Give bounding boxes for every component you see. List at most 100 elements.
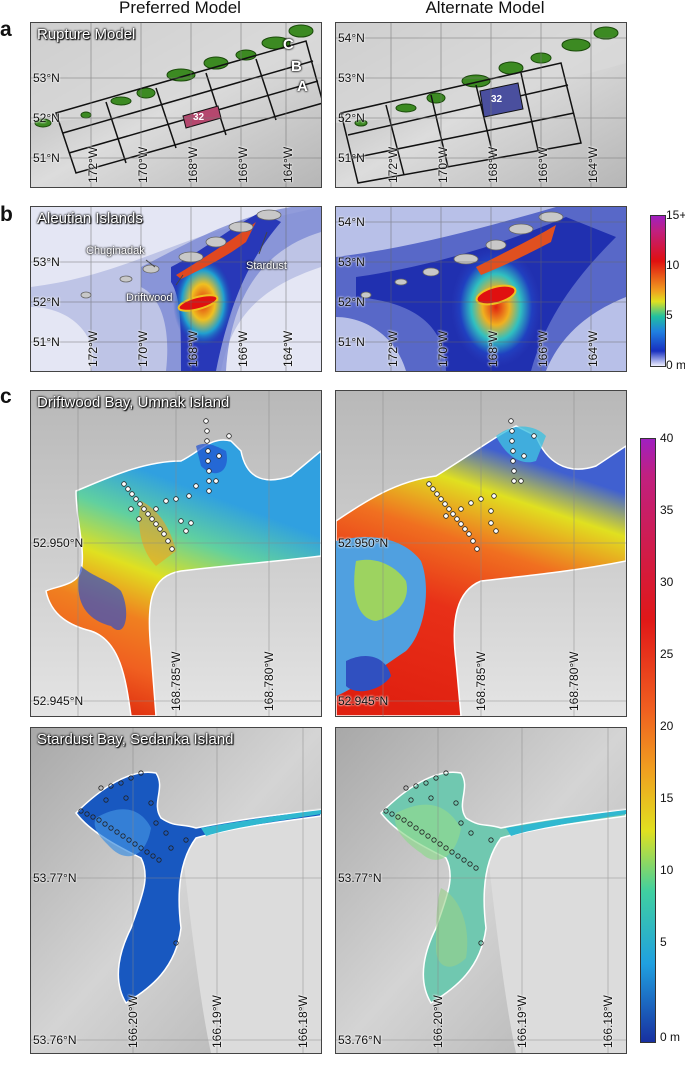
driftwood-map-alternate: 52.950°N 52.945°N 168.785°W 168.780°W <box>335 390 627 717</box>
lat-label: 52°N <box>338 111 365 125</box>
lon-label: 164°W <box>281 146 295 183</box>
lat-label: 51°N <box>338 335 365 349</box>
driftwood-inundation-preferred <box>31 391 321 716</box>
panel-label-b: b <box>0 203 13 226</box>
colorbar-tick: 0 m <box>666 358 685 372</box>
stardust-inundation-alternate <box>336 728 626 1053</box>
colorbar-tick: 35 <box>660 503 674 517</box>
lon-label: 166.19°W <box>515 995 529 1048</box>
segment-a-label: A <box>297 78 308 95</box>
colorbar-tick: 15 <box>660 791 674 805</box>
colorbar-tick: 5 <box>660 935 667 949</box>
stardust-map-alternate: 53.77°N 53.76°N 166.20°W 166.19°W 166.18… <box>335 727 627 1054</box>
segment-c-label: C <box>283 36 294 53</box>
rupture-model-title: Rupture Model <box>37 26 136 43</box>
column-title-alternate: Alternate Model <box>425 0 545 17</box>
lon-label: 168.780°W <box>567 651 581 711</box>
column-title-preferred: Preferred Model <box>119 0 241 17</box>
lat-label: 51°N <box>33 335 60 349</box>
lat-label: 52.945°N <box>33 694 84 708</box>
subfault-32-label: 32 <box>193 112 205 123</box>
lat-label: 53.77°N <box>338 871 382 885</box>
lon-label: 166.19°W <box>210 995 224 1048</box>
lon-label: 164°W <box>281 330 295 367</box>
lat-label: 51°N <box>338 151 365 165</box>
panel-label-c: c <box>0 385 12 408</box>
lat-label: 53°N <box>338 255 365 269</box>
stardust-inundation-preferred <box>31 728 321 1053</box>
lat-label: 53.77°N <box>33 871 77 885</box>
wave-height-colorbar <box>650 215 666 367</box>
stardust-label: Stardust <box>246 260 287 272</box>
colorbar-tick: 20 <box>660 719 674 733</box>
lat-label: 52.945°N <box>338 694 389 708</box>
lon-label: 168°W <box>186 146 200 183</box>
lat-label: 52.950°N <box>338 536 389 550</box>
lat-label: 53°N <box>338 71 365 85</box>
chuginadak-label: Chuginadak <box>86 245 145 257</box>
lon-label: 166°W <box>236 146 250 183</box>
inundation-colorbar <box>640 438 656 1043</box>
lon-label: 168°W <box>486 330 500 367</box>
panel-label-a: a <box>0 18 12 41</box>
lon-label: 166.18°W <box>296 995 310 1048</box>
lon-label: 168°W <box>486 146 500 183</box>
lat-label: 52°N <box>33 111 60 125</box>
lat-label: 53.76°N <box>338 1033 382 1047</box>
colorbar-tick: 40 <box>660 431 674 445</box>
lon-label: 170°W <box>136 146 150 183</box>
lon-label: 170°W <box>436 330 450 367</box>
lat-label: 53°N <box>33 71 60 85</box>
driftwood-inundation-alternate <box>336 391 626 716</box>
aleutian-wave-map-preferred <box>31 207 321 371</box>
aleutian-title: Aleutian Islands <box>37 210 143 227</box>
stardust-bay-title: Stardust Bay, Sedanka Island <box>37 731 234 748</box>
rupture-map-alternate-graphic <box>336 23 626 187</box>
lon-label: 168.780°W <box>262 651 276 711</box>
aleutian-map-alternate: 54°N 53°N 52°N 51°N 172°W 170°W 168°W 16… <box>335 206 627 372</box>
lon-label: 168.785°W <box>169 651 183 711</box>
lon-label: 166.18°W <box>601 995 615 1048</box>
stardust-map-preferred: Stardust Bay, Sedanka Island 53.77°N 53.… <box>30 727 322 1054</box>
aleutian-map-preferred: Aleutian Islands Chuginadak Driftwood St… <box>30 206 322 372</box>
driftwood-bay-title: Driftwood Bay, Umnak Island <box>37 394 230 411</box>
lat-label: 53°N <box>33 255 60 269</box>
driftwood-map-preferred: Driftwood Bay, Umnak Island 52.950°N 52.… <box>30 390 322 717</box>
lon-label: 172°W <box>86 330 100 367</box>
subfault-32-label: 32 <box>491 94 503 105</box>
lat-label: 52.950°N <box>33 536 84 550</box>
lat-label: 54°N <box>338 215 365 229</box>
lat-label: 52°N <box>33 295 60 309</box>
lon-label: 166.20°W <box>126 995 140 1048</box>
rupture-map-alternate: 32 54°N 53°N 52°N 51°N 172°W 170°W 168°W… <box>335 22 627 188</box>
rupture-map-preferred-graphic <box>31 23 321 187</box>
lon-label: 166.20°W <box>431 995 445 1048</box>
colorbar-tick: 30 <box>660 575 674 589</box>
lon-label: 170°W <box>436 146 450 183</box>
lon-label: 168°W <box>186 330 200 367</box>
lon-label: 170°W <box>136 330 150 367</box>
lat-label: 53.76°N <box>33 1033 77 1047</box>
colorbar-tick: 0 m <box>660 1030 681 1044</box>
colorbar-tick: 10 <box>660 863 674 877</box>
lon-label: 168.785°W <box>474 651 488 711</box>
colorbar-tick: 25 <box>660 647 674 661</box>
lon-label: 164°W <box>586 146 600 183</box>
lat-label: 54°N <box>338 31 365 45</box>
lon-label: 166°W <box>536 330 550 367</box>
colorbar-tick: 5 <box>666 308 673 322</box>
lon-label: 166°W <box>536 146 550 183</box>
lat-label: 51°N <box>33 151 60 165</box>
lon-label: 172°W <box>386 330 400 367</box>
lon-label: 166°W <box>236 330 250 367</box>
lon-label: 164°W <box>586 330 600 367</box>
lon-label: 172°W <box>86 146 100 183</box>
rupture-map-preferred: Rupture Model C B A 32 53°N 52°N 51°N 17… <box>30 22 322 188</box>
segment-b-label: B <box>291 58 302 75</box>
lat-label: 52°N <box>338 295 365 309</box>
lon-label: 172°W <box>386 146 400 183</box>
driftwood-label: Driftwood <box>126 292 173 304</box>
aleutian-wave-map-alternate <box>336 207 626 371</box>
colorbar-tick: 10 <box>666 258 680 272</box>
colorbar-tick: 15+ <box>666 208 685 222</box>
